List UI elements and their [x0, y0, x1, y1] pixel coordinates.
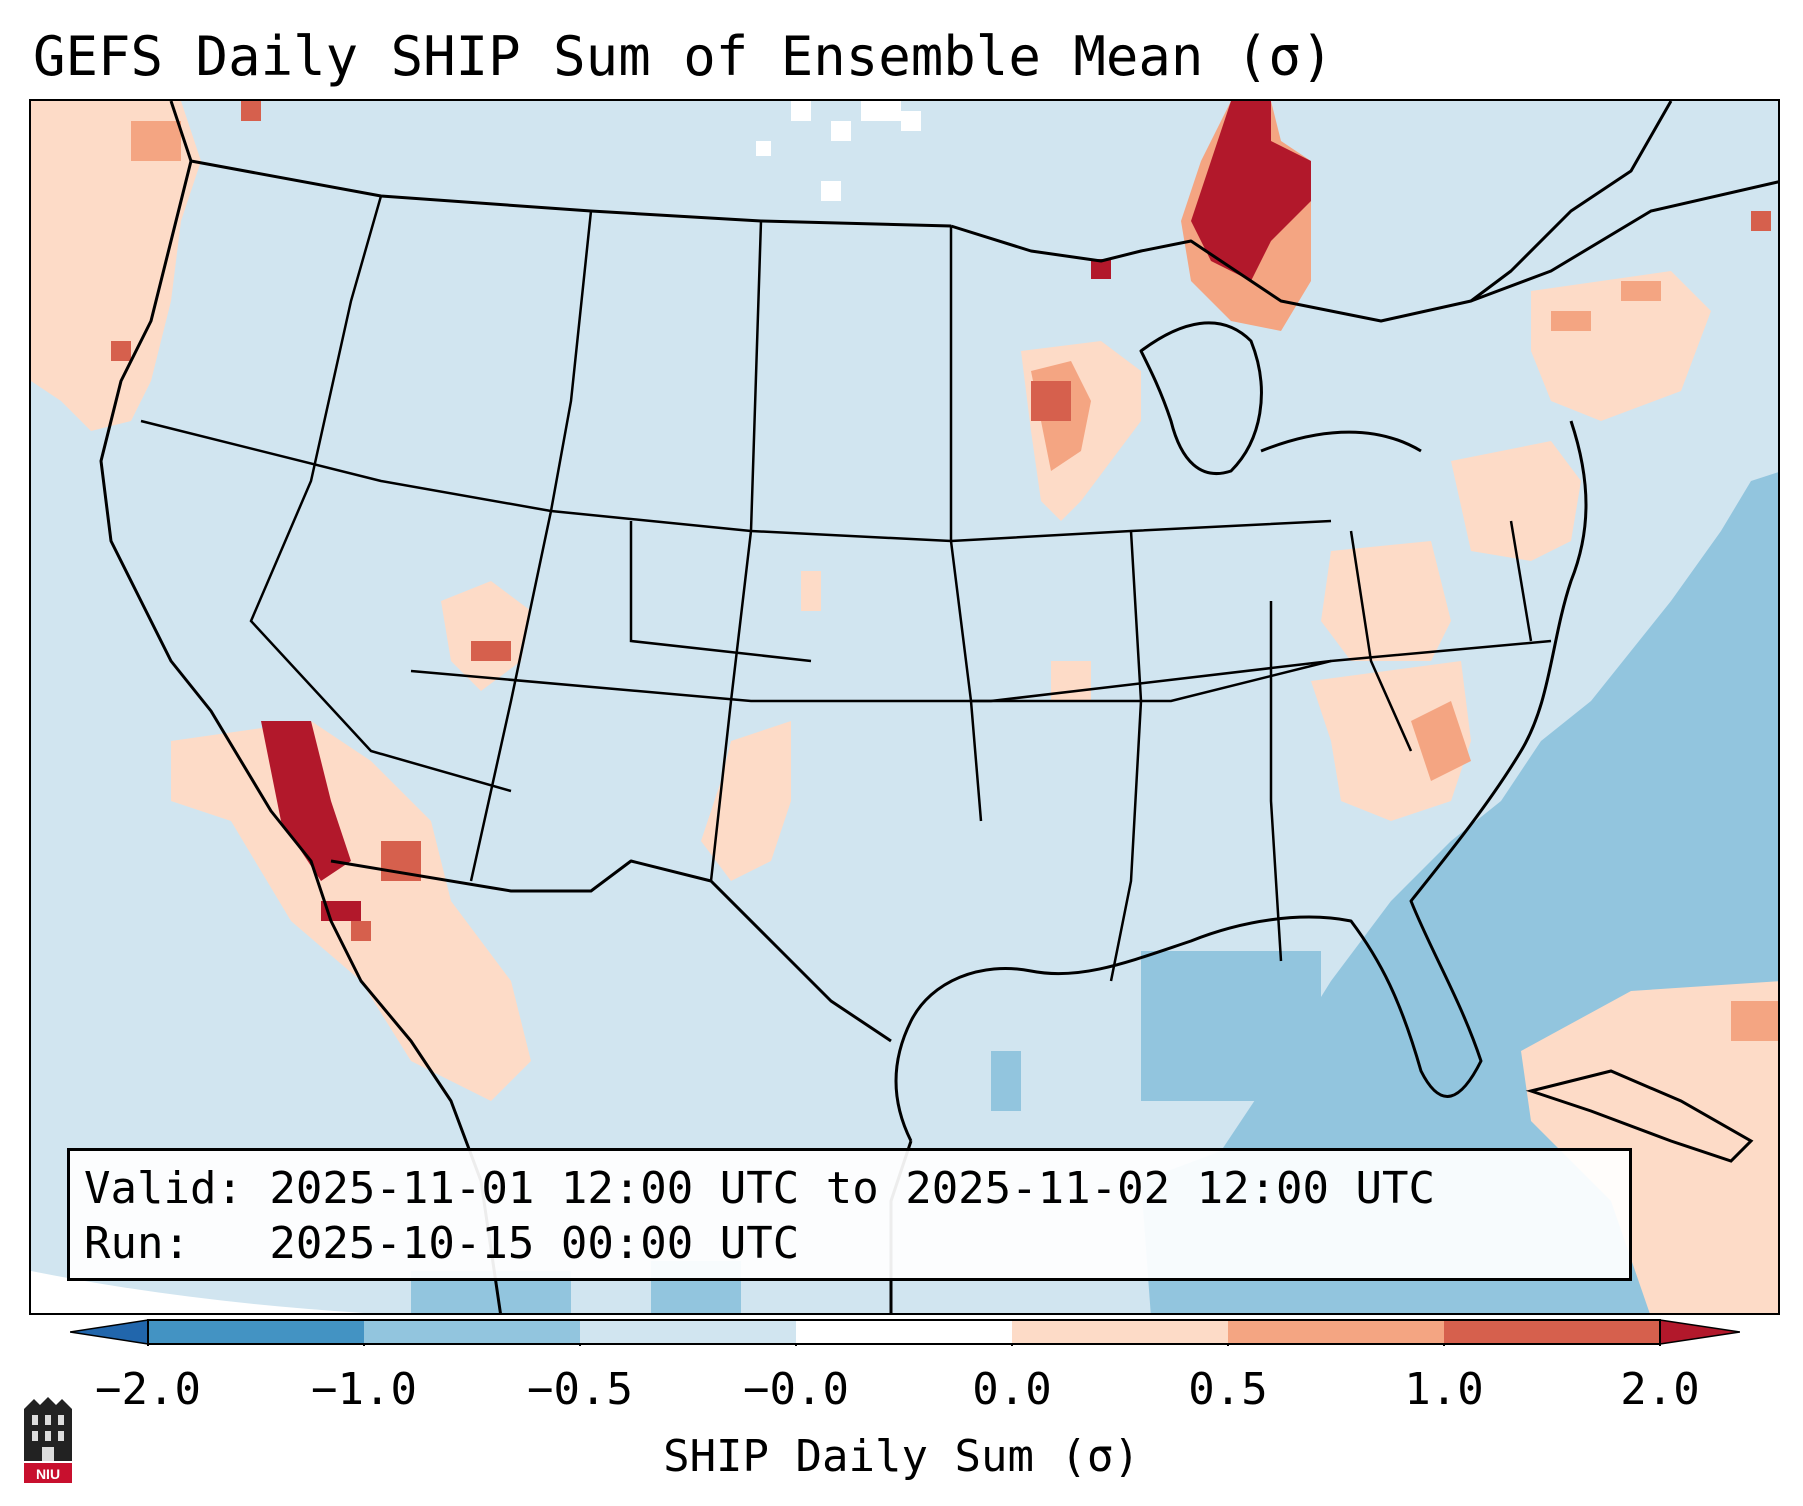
colorbar-tick-label: −1.0 [311, 1364, 417, 1415]
map-canvas [31, 101, 1778, 1313]
colorbar-tick-label: 2.0 [1620, 1364, 1700, 1415]
boundaries [99, 101, 1778, 1313]
colorbar-extend-high [1659, 1319, 1740, 1345]
colorbar-extend-low [70, 1319, 149, 1345]
colorbar-bin [1444, 1320, 1660, 1344]
mid-atlantic-positive [1451, 441, 1581, 561]
colorbar-bin [1012, 1320, 1228, 1344]
white-cells [756, 101, 921, 201]
colorbar-tick-label: −2.0 [95, 1364, 201, 1415]
colorbar [70, 1319, 1740, 1346]
colorbar-tick-label: −0.5 [527, 1364, 633, 1415]
st-lawrence [1470, 101, 1673, 303]
colorbar-label: SHIP Daily Sum (σ) [663, 1431, 1140, 1482]
lake-erie-shore [1260, 430, 1422, 453]
colorbar-tick-label: 0.5 [1188, 1364, 1268, 1415]
colorbar-bin [1228, 1320, 1444, 1344]
colorbar-tick-label: −0.0 [743, 1364, 849, 1415]
valid-run-info-box: Valid: 2025-11-01 12:00 UTC to 2025-11-0… [67, 1148, 1632, 1281]
texas-positive [701, 721, 791, 881]
map-panel [29, 99, 1780, 1315]
east-gulf-coast [894, 420, 1588, 1142]
new-england-positive [1531, 271, 1711, 421]
gulf-small-negative [991, 1051, 1021, 1111]
west-coast-line [99, 101, 502, 1313]
caribbean-positive [1521, 981, 1778, 1313]
colorbar-bin [796, 1320, 1012, 1344]
ontario-strong-positive [1191, 101, 1311, 281]
colorbar-tick-label: 1.0 [1404, 1364, 1484, 1415]
lake-michigan-shore [1139, 321, 1263, 476]
run-line: Run: 2025-10-15 00:00 UTC [84, 1218, 800, 1269]
logo-text: NIU [36, 1466, 60, 1482]
us-mexico-border [330, 859, 892, 1043]
canada-border-east [950, 180, 1778, 323]
colorbar-bin [148, 1320, 364, 1344]
valid-line: Valid: 2025-11-01 12:00 UTC to 2025-11-0… [84, 1163, 1436, 1214]
state-lines [140, 195, 1552, 982]
utah-positive [441, 581, 531, 691]
colorbar-tick-label: 0.0 [972, 1364, 1052, 1415]
pacific-nw-positive [31, 101, 201, 431]
projection-edge-left [31, 1271, 365, 1313]
colorbar-bin [364, 1320, 580, 1344]
gulf-negative-anomaly [1141, 951, 1321, 1101]
colorbar-bin [580, 1320, 796, 1344]
virginia-positive [1321, 541, 1451, 661]
chart-title: GEFS Daily SHIP Sum of Ensemble Mean (σ) [33, 25, 1334, 88]
colorbar-ticks [147, 1344, 1661, 1346]
positive-anomalies [31, 101, 1778, 1313]
niu-logo-icon: NIU [24, 1397, 72, 1483]
baja-strong-positive [261, 721, 351, 881]
cuba-outline [1525, 1069, 1754, 1163]
